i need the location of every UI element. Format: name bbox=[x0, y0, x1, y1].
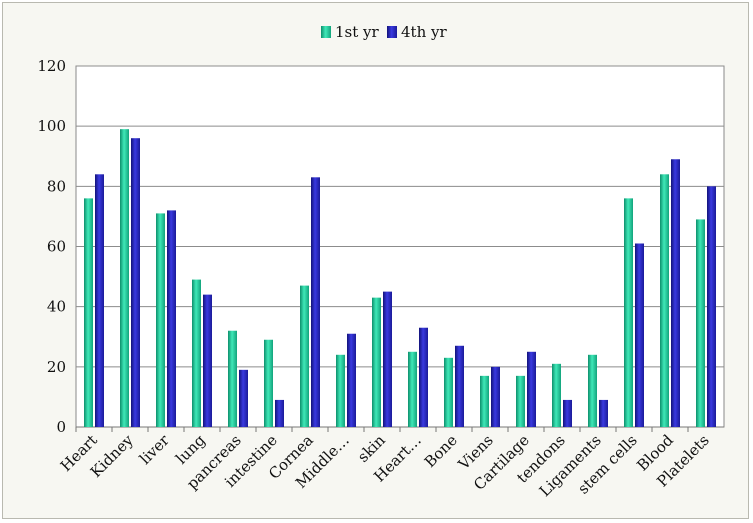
legend-swatch bbox=[387, 26, 397, 38]
bars bbox=[75, 129, 716, 432]
bar-series2 bbox=[671, 159, 680, 427]
bar-series2 bbox=[707, 186, 716, 427]
bar-series1 bbox=[192, 279, 201, 427]
bar-series2 bbox=[203, 294, 212, 427]
bar-series2 bbox=[563, 399, 572, 427]
legend-label: 4th yr bbox=[401, 23, 447, 41]
legend-swatch bbox=[321, 26, 331, 38]
y-tick-label: 120 bbox=[37, 57, 66, 75]
bar-series1 bbox=[588, 354, 597, 427]
bar-series2 bbox=[167, 210, 176, 427]
bar-series2 bbox=[131, 138, 140, 427]
bar-series2 bbox=[95, 174, 104, 427]
bar-series1 bbox=[624, 198, 633, 427]
bar-series1 bbox=[444, 357, 453, 427]
bar-series1 bbox=[336, 354, 345, 427]
bar-series1 bbox=[372, 297, 381, 427]
bar-series1 bbox=[696, 219, 705, 427]
bar-series2 bbox=[635, 243, 644, 427]
bar-series1 bbox=[264, 339, 273, 427]
x-category-label: Bone bbox=[421, 431, 461, 471]
bar-series2 bbox=[383, 291, 392, 427]
y-tick-label: 40 bbox=[47, 298, 66, 316]
bar-series1 bbox=[516, 375, 525, 427]
bar-series1 bbox=[552, 363, 561, 427]
bar-series2 bbox=[347, 333, 356, 427]
y-tick-label: 20 bbox=[47, 358, 66, 376]
legend: 1st yr 4th yr bbox=[321, 23, 447, 41]
bar-series1 bbox=[300, 285, 309, 427]
legend-label: 1st yr bbox=[335, 23, 380, 41]
y-tick-label: 0 bbox=[56, 418, 66, 436]
bar-series2 bbox=[275, 399, 284, 427]
bar-series1 bbox=[156, 213, 165, 427]
gridlines bbox=[76, 65, 724, 368]
bar-series1 bbox=[84, 198, 93, 427]
bar-series2 bbox=[455, 345, 464, 427]
y-tick-label: 80 bbox=[47, 177, 66, 195]
bar-series1 bbox=[660, 174, 669, 427]
bar-series2 bbox=[311, 177, 320, 427]
bar-series1 bbox=[120, 129, 129, 428]
bar-series1 bbox=[480, 375, 489, 427]
bar-series1 bbox=[228, 330, 237, 427]
bar-series2 bbox=[239, 369, 248, 427]
y-tick-label: 60 bbox=[47, 238, 66, 256]
bar-series2 bbox=[527, 351, 536, 427]
bar-series1 bbox=[408, 351, 417, 427]
x-category-label: liver bbox=[136, 431, 173, 468]
y-tick-label: 100 bbox=[37, 117, 66, 135]
bar-series2 bbox=[599, 399, 608, 427]
bar-series2 bbox=[491, 366, 500, 427]
bar-series2 bbox=[419, 327, 428, 427]
